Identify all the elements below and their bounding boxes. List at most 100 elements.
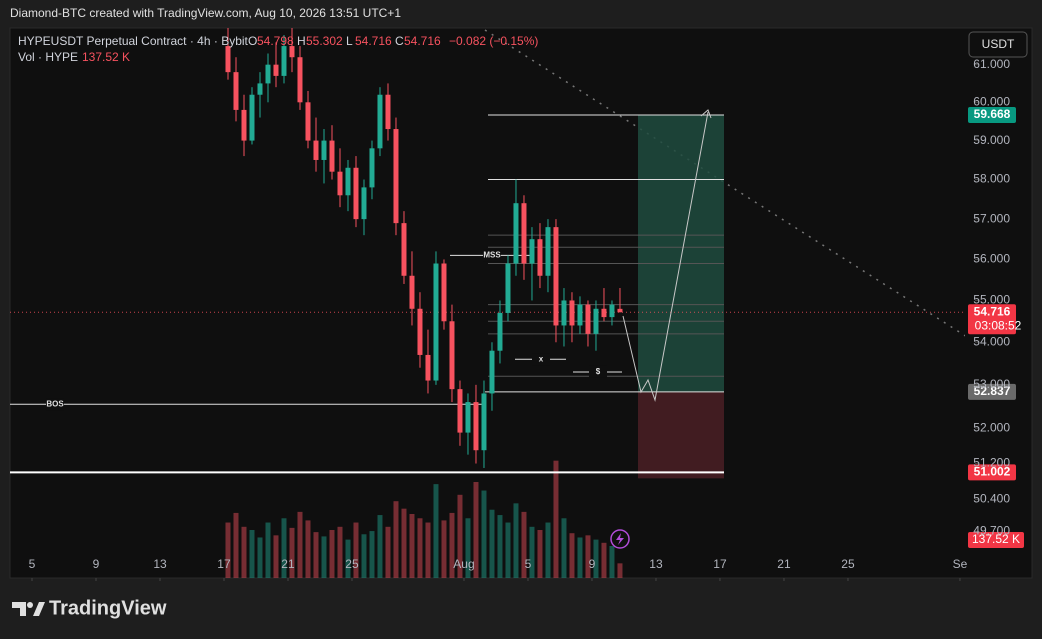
- candle-body: [481, 393, 487, 451]
- currency[interactable]: USDT: [982, 37, 1015, 51]
- volume-bar: [361, 534, 367, 578]
- ohlc-value: 55.302: [306, 34, 343, 48]
- annotation-bg: [532, 353, 550, 366]
- x-tick-label: 13: [649, 557, 663, 571]
- volume-bar: [273, 535, 279, 578]
- projection: [622, 111, 709, 402]
- candle-body: [433, 263, 439, 381]
- annotation-label: x: [539, 354, 544, 363]
- candle-body: [329, 140, 335, 172]
- volume-bar: [497, 515, 503, 578]
- volume-bar: [617, 563, 623, 578]
- candle-body: [553, 227, 559, 326]
- candle-body: [465, 402, 471, 433]
- x-tick-label: 9: [93, 557, 100, 571]
- candle-body: [249, 94, 255, 141]
- volume-bar: [329, 530, 335, 578]
- candle-body: [609, 304, 615, 318]
- volume-bar: [225, 522, 231, 578]
- caption: Diamond-BTC created with TradingView.com…: [10, 6, 401, 20]
- volume-bar: [449, 512, 455, 578]
- x-tick-label: 21: [777, 557, 791, 571]
- volume-bar: [489, 509, 495, 578]
- change: −0.082 (−0.15%): [449, 34, 538, 48]
- ohlc-value: 54.798: [257, 34, 294, 48]
- candle-body: [441, 263, 447, 322]
- candle-body: [377, 94, 383, 149]
- volume-bar: [249, 530, 255, 578]
- volume-bar: [233, 512, 239, 578]
- volume-bar: [265, 522, 271, 578]
- annotation-bg: [483, 249, 501, 262]
- x-tick-label: Aug: [453, 557, 474, 571]
- volume-bar: [601, 542, 607, 578]
- candle-body: [289, 46, 295, 58]
- price-tag: 51.002: [974, 465, 1011, 479]
- volume-bar: [505, 522, 511, 578]
- chart-panel: [9, 27, 1033, 579]
- x-tick-label: 5: [29, 557, 36, 571]
- candle-body: [513, 203, 519, 264]
- volume-bar: [473, 482, 479, 578]
- candle-body: [321, 140, 327, 160]
- flash-icon[interactable]: [610, 529, 630, 549]
- candle-body: [361, 187, 367, 220]
- volume-bar: [385, 526, 391, 578]
- y-tick-label: 57.000: [973, 211, 1010, 225]
- candle-body: [281, 46, 287, 76]
- x-tick-label: Se: [953, 557, 968, 571]
- candle-body: [273, 64, 279, 76]
- candle-body: [425, 354, 431, 381]
- candle-body: [569, 300, 575, 326]
- candle-body: [241, 109, 247, 141]
- volume-bar: [313, 532, 319, 578]
- plot-area: MSS BOS x $: [10, 28, 965, 578]
- candle-body: [449, 321, 455, 390]
- brand-logo: [12, 602, 45, 616]
- x-tick-label: 25: [345, 557, 359, 571]
- volume-bar: [433, 484, 439, 578]
- volume-bar: [353, 522, 359, 578]
- volume-bar: [545, 522, 551, 578]
- candle-body: [561, 300, 567, 326]
- price-tag-bg: [968, 383, 1016, 400]
- candle-body: [529, 239, 535, 264]
- volume-bar: [457, 494, 463, 578]
- volume-bar: [417, 518, 423, 578]
- volume-bar: [569, 533, 575, 578]
- candle-body: [545, 227, 551, 276]
- volume-bar: [401, 508, 407, 578]
- volume-bar: [561, 518, 567, 578]
- volume-bar: [289, 527, 295, 578]
- candle-body: [305, 102, 311, 141]
- ohlc-value: 54.716: [355, 34, 392, 48]
- target-zone: [638, 114, 724, 392]
- candle-body: [521, 203, 527, 264]
- y-tick-label: 59.000: [973, 133, 1010, 147]
- candle-body: [393, 129, 399, 224]
- y-tick-label: 56.000: [973, 252, 1010, 266]
- volume-bar: [529, 526, 535, 578]
- volume-bar: [257, 537, 263, 578]
- candle-body: [577, 304, 583, 326]
- volume-bar: [393, 501, 399, 578]
- x-tick-label: 21: [281, 557, 295, 571]
- candle-body: [225, 46, 231, 73]
- candle-body: [345, 167, 351, 196]
- x-tick-label: 25: [841, 557, 855, 571]
- volume-bar: [513, 503, 519, 578]
- volume-bar: [537, 530, 543, 578]
- volume-bar: [481, 490, 487, 578]
- annotation-bg: [589, 365, 607, 378]
- volume-bar: [521, 511, 527, 578]
- candle-body: [409, 275, 415, 309]
- volume-header-value: 137.52 K: [82, 50, 130, 64]
- currency-button[interactable]: [968, 31, 1028, 58]
- x-tick-label: 17: [217, 557, 231, 571]
- volume-bar: [609, 546, 615, 578]
- candle-body: [601, 308, 607, 318]
- volume-bar: [553, 460, 559, 578]
- y-tick-label: 51.200: [973, 456, 1010, 470]
- volume-bar: [441, 520, 447, 578]
